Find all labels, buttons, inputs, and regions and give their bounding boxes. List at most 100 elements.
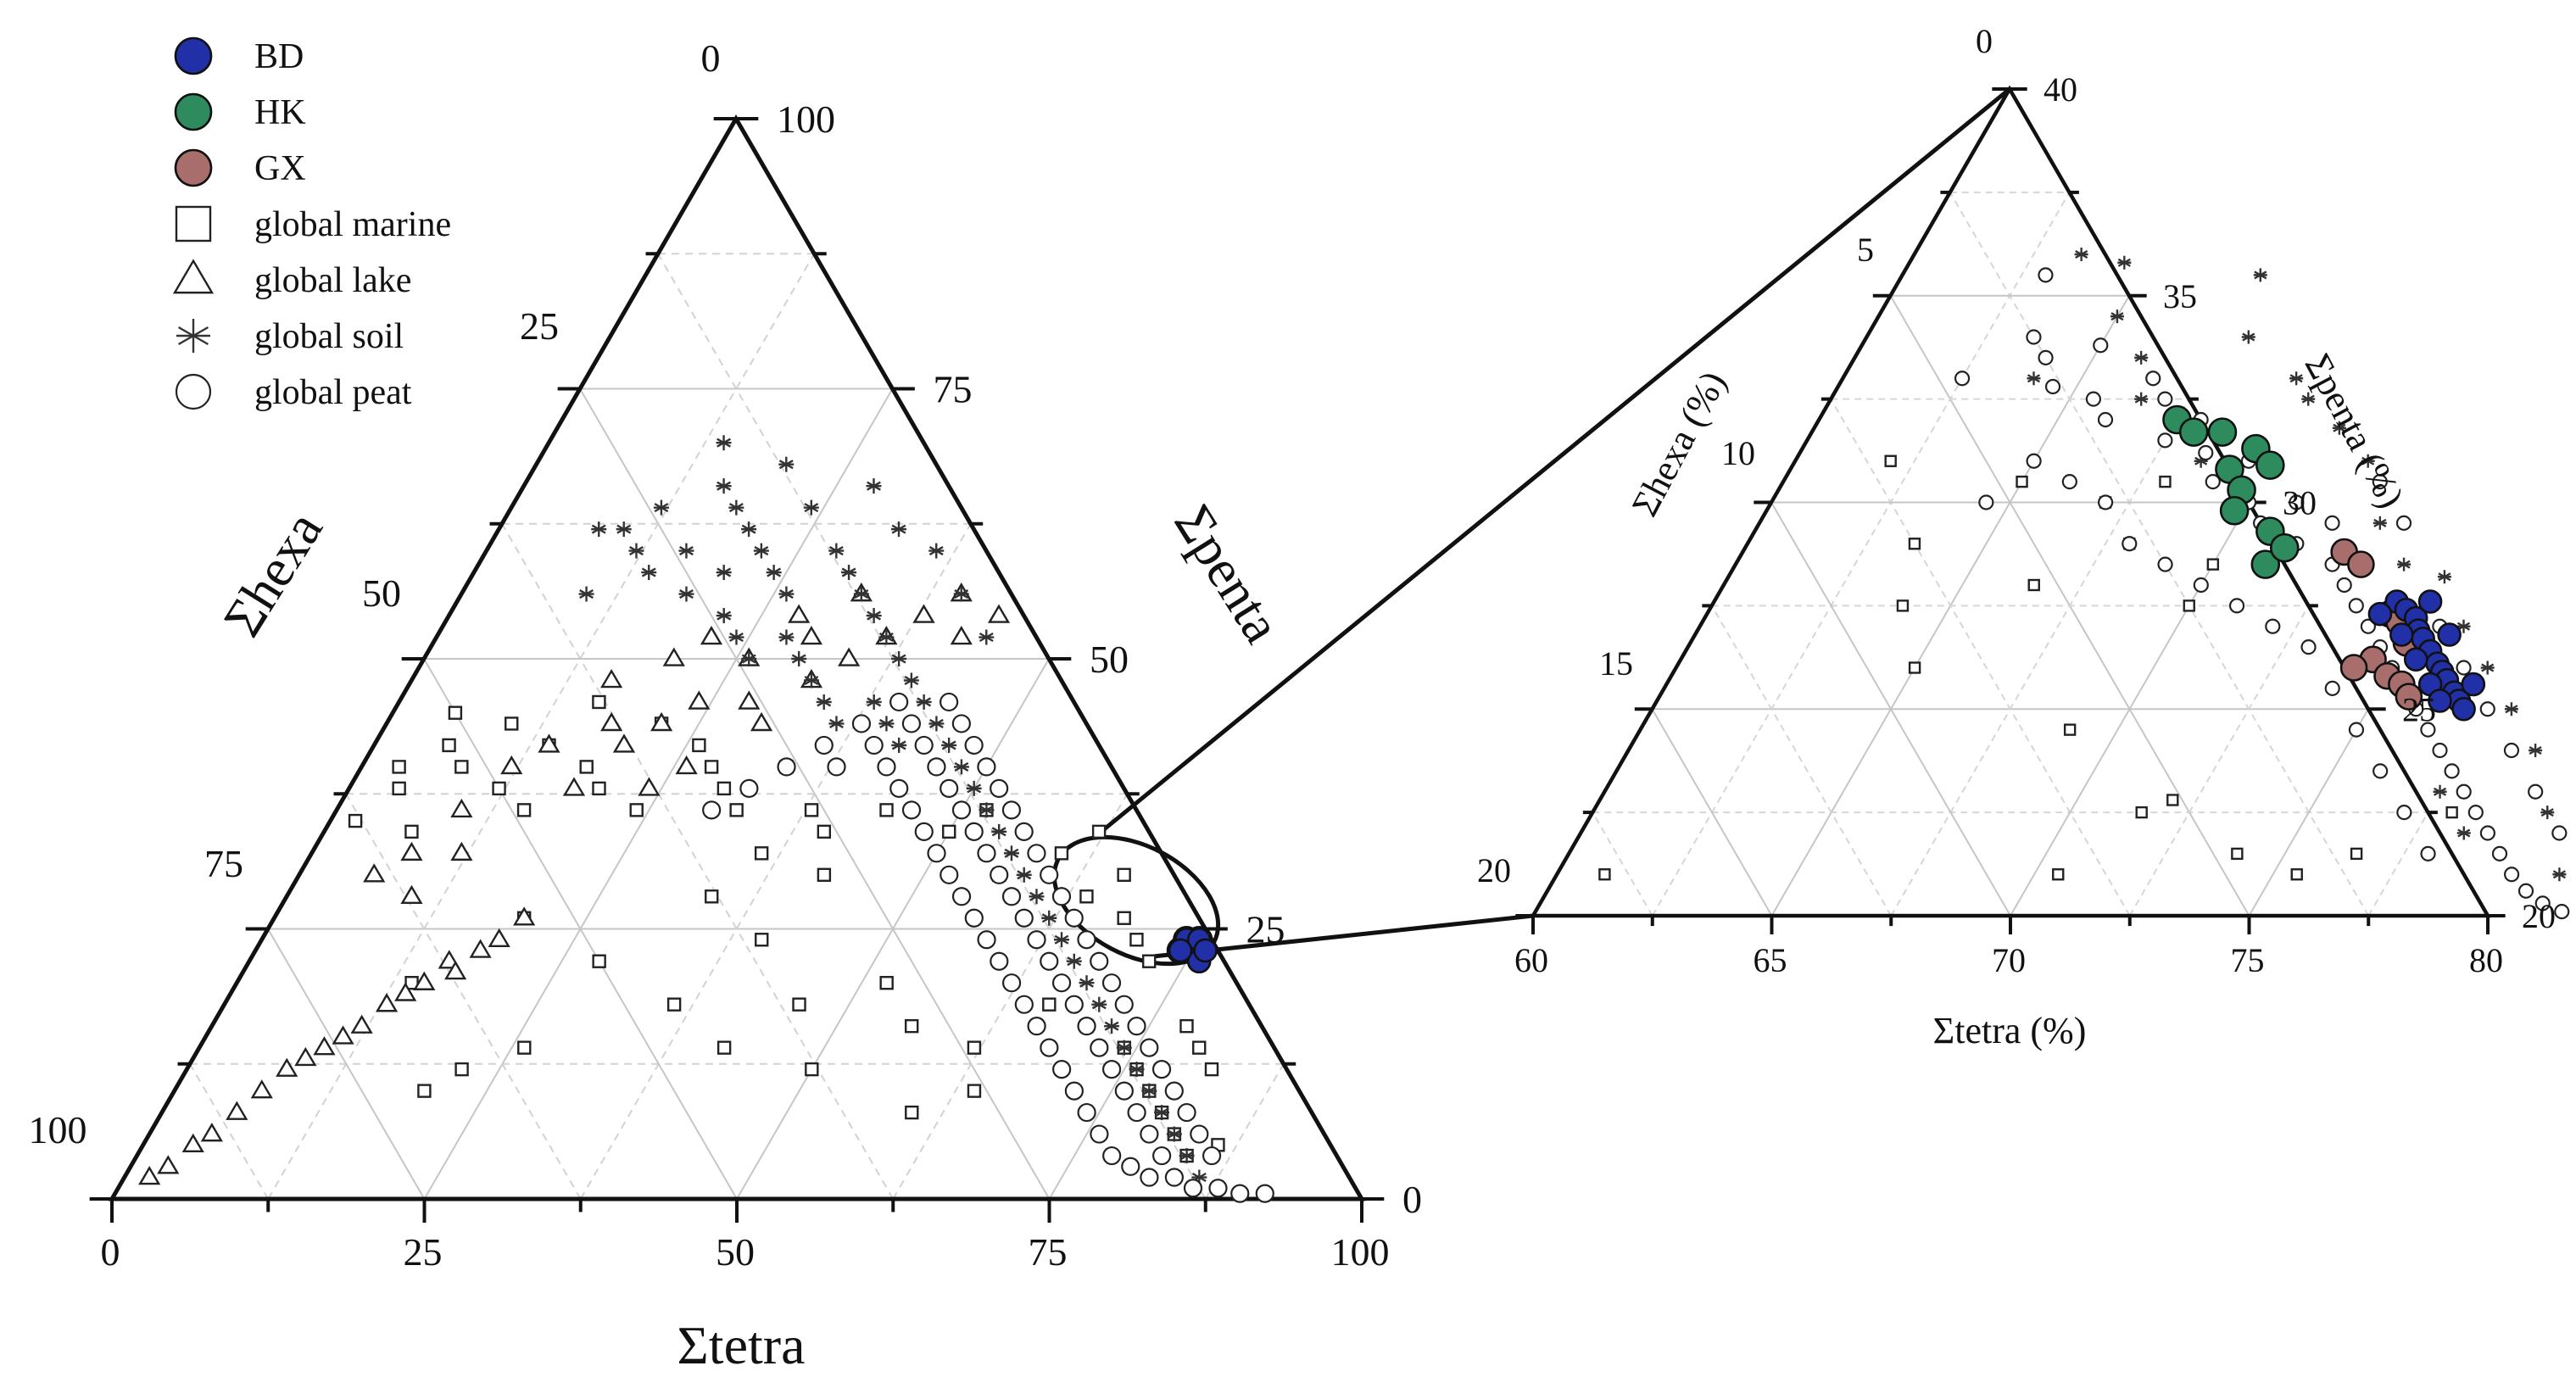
main-point-global-lake (688, 690, 711, 710)
main-point-global-peat (1230, 1184, 1250, 1203)
main-point-global-soil (979, 802, 995, 818)
main-point-global-peat (1051, 887, 1072, 906)
zoom-point-bd (2403, 647, 2428, 672)
main-point-global-lake (600, 711, 623, 732)
main-point-global-marine (716, 781, 732, 796)
main-right-tick-label: 0 (1402, 1178, 1422, 1221)
zoom-point-global-soil (2074, 248, 2088, 261)
main-point-global-peat (1101, 1060, 1122, 1079)
main-point-global-peat (951, 714, 971, 733)
zoom-point-global-peat (2534, 895, 2551, 911)
zoom-point-bd (2389, 622, 2414, 647)
main-point-global-marine (348, 813, 363, 828)
main-point-global-soil (1129, 1062, 1145, 1078)
main-point-global-lake (912, 604, 935, 623)
zoom-point-hk (2178, 417, 2209, 447)
main-point-global-peat (1077, 930, 1096, 950)
zoom-point-global-soil (2134, 392, 2149, 406)
main-point-global-marine (1079, 889, 1094, 904)
zoom-point-hk (2207, 417, 2238, 447)
main-point-global-soil (891, 651, 907, 666)
main-point-global-marine (1129, 933, 1144, 947)
zoom-grid-line (1890, 399, 2190, 917)
main-point-global-peat (1127, 1102, 1146, 1123)
grid-line (579, 523, 972, 1200)
zoom-bottom-tick-label: 60 (1514, 941, 1548, 979)
main-point-global-lake (675, 755, 698, 775)
main-point-global-lake (450, 841, 473, 861)
main-point-global-soil (1041, 910, 1057, 926)
main-point-global-lake (650, 711, 673, 732)
main-point-global-soil (828, 716, 845, 732)
zoom-point-gx (2347, 550, 2375, 578)
main-point-global-soil (778, 586, 795, 602)
main-left-tick-label: 50 (362, 571, 401, 615)
zoom-point-global-peat (2396, 805, 2412, 821)
zoom-point-global-peat (2228, 598, 2245, 614)
zoom-point-global-peat (2444, 763, 2460, 779)
main-point-global-lake (400, 884, 423, 905)
main-point-global-soil (979, 629, 995, 645)
main-point-global-lake (413, 971, 436, 990)
main-point-global-soil (866, 478, 882, 494)
main-bottom-tick-label: 25 (404, 1230, 443, 1274)
zoom-bottom-tick-label: 65 (1754, 941, 1787, 979)
main-point-global-peat (1183, 1179, 1203, 1198)
main-point-global-soil (803, 672, 819, 688)
main-point-bd (1168, 938, 1193, 963)
main-point-global-marine (879, 975, 894, 990)
main-point-global-peat (1064, 1081, 1084, 1101)
main-point-global-soil (816, 694, 832, 710)
zoom-right-tick-label: 20 (2522, 897, 2556, 935)
zoom-point-global-soil (2552, 867, 2567, 882)
zoom-point-global-peat (2198, 444, 2214, 461)
main-point-global-soil (678, 543, 694, 559)
main-bottom-tick-label: 100 (1331, 1230, 1390, 1274)
main-point-global-peat (1027, 930, 1046, 950)
main-point-global-lake (226, 1101, 248, 1120)
main-ternary-points (138, 435, 1274, 1203)
main-point-global-marine (1204, 1062, 1219, 1077)
main-point-global-peat (990, 951, 1009, 971)
legend: BD HK GX global marine global lake global soi… (172, 36, 451, 412)
zoom-point-global-marine (2290, 868, 2303, 881)
zoom-point-bd (2461, 672, 2486, 697)
zoom-point-global-peat (2491, 845, 2508, 861)
main-point-global-peat (877, 757, 896, 777)
legend-label-gx: GX (254, 149, 306, 188)
main-left-tick-label: 100 (29, 1108, 87, 1151)
main-point-global-soil (641, 565, 657, 581)
main-point-global-peat (1052, 1060, 1072, 1079)
main-point-global-soil (728, 499, 744, 516)
zoom-point-bd (2451, 696, 2476, 722)
main-point-global-soil (916, 694, 932, 710)
zoom-point-global-peat (2205, 474, 2221, 490)
zoom-point-global-peat (2157, 556, 2173, 572)
main-point-global-peat (1040, 951, 1059, 971)
main-point-global-marine (967, 1040, 982, 1055)
main-point-global-marine (805, 1062, 819, 1077)
zoom-point-global-marine (1884, 454, 1897, 467)
main-point-global-lake (138, 1165, 161, 1185)
main-point-global-peat (1164, 1081, 1184, 1101)
main-left-tick-label: 25 (520, 304, 559, 348)
main-bottom-tick-label: 50 (716, 1230, 755, 1274)
zoom-point-global-peat (2503, 742, 2520, 759)
main-point-global-marine (942, 824, 956, 839)
main-point-global-marine (1054, 846, 1069, 861)
grid-line (423, 658, 738, 1200)
main-point-global-marine (1179, 1018, 1194, 1034)
zoom-point-global-soil (2301, 392, 2316, 406)
zoom-point-global-peat (2467, 805, 2484, 821)
main-point-global-lake (562, 777, 586, 796)
zoom-right-tick-label: 25 (2402, 690, 2436, 728)
main-point-global-peat (977, 930, 996, 950)
zoom-point-global-peat (2456, 660, 2472, 676)
main-point-global-marine (705, 889, 719, 904)
main-point-global-soil (953, 759, 969, 775)
main-point-global-peat (940, 865, 959, 884)
main-point-global-soil (616, 521, 632, 538)
zoom-point-global-peat (2432, 742, 2448, 759)
zoom-ternary-points (1598, 248, 2570, 920)
main-point-global-marine (1042, 997, 1057, 1012)
